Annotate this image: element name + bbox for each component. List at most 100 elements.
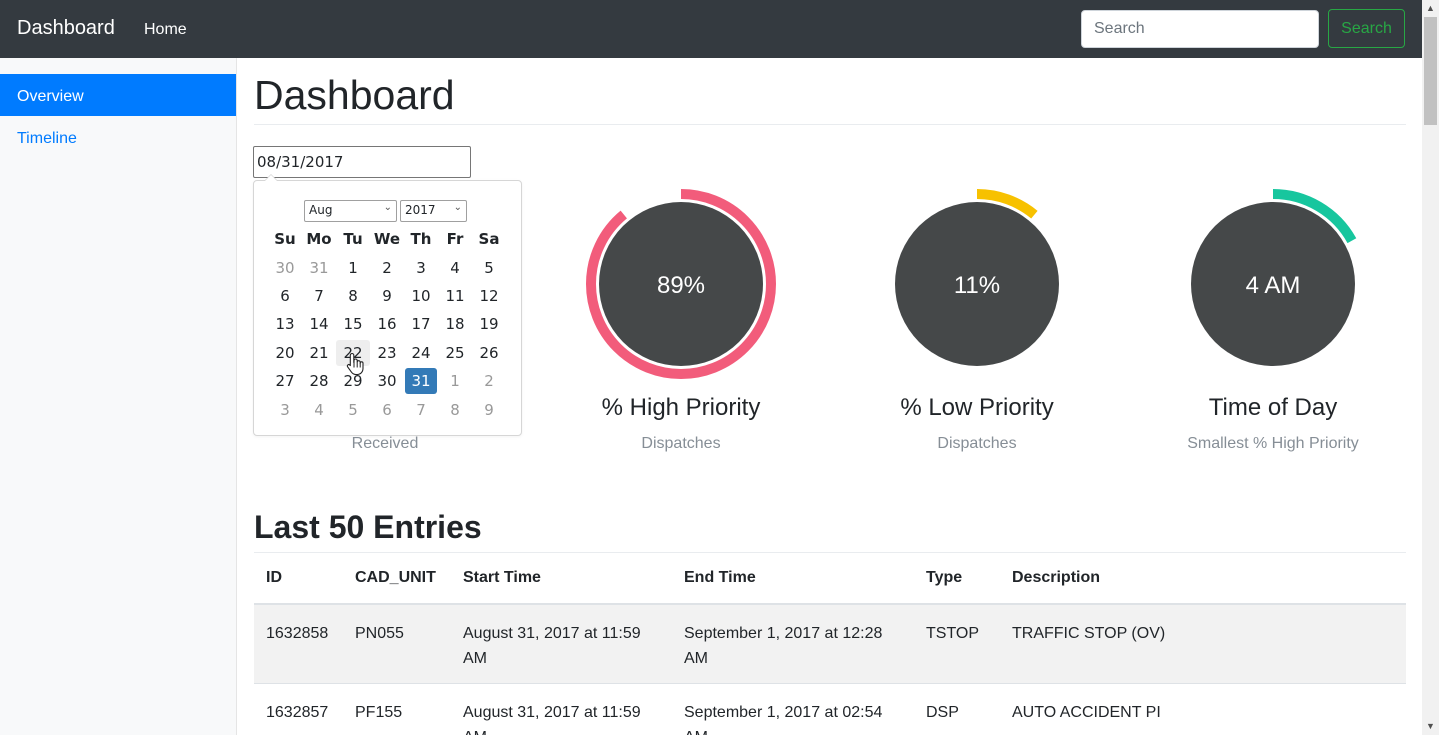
sidebar-item-overview[interactable]: Overview: [0, 74, 236, 116]
calendar-day[interactable]: 5: [348, 400, 358, 419]
calendar-day[interactable]: 11: [445, 286, 465, 305]
cell-cad-unit: PN055: [343, 603, 451, 684]
column-header-type: Type: [914, 553, 1000, 605]
cell-description: AUTO ACCIDENT PI: [1000, 683, 1406, 735]
calendar-day[interactable]: 7: [314, 286, 324, 305]
calendar-day[interactable]: 28: [309, 372, 329, 391]
calendar-popup: Aug ⌄ 2017 ⌄ Su Mo Tu We Th Fr Sa 30 31 1 2 3 4 5 6 7 8 9…: [253, 174, 522, 436]
calendar-week-row: 20 21 22 23 24 25 26: [268, 339, 508, 367]
cell-type: DSP: [914, 683, 1000, 735]
calendar-day[interactable]: 16: [377, 315, 397, 334]
calendar-day[interactable]: 23: [377, 343, 397, 362]
weekday-label: Fr: [446, 230, 464, 249]
calendar-day[interactable]: 21: [309, 343, 329, 362]
title-divider: [254, 124, 1406, 125]
chevron-down-icon: ⌄: [453, 202, 462, 213]
calendar-day[interactable]: 25: [445, 343, 465, 362]
calendar-day[interactable]: 4: [450, 258, 460, 277]
entries-divider: [254, 552, 1406, 553]
cell-type: TSTOP: [914, 603, 1000, 684]
calendar-day[interactable]: 5: [484, 258, 494, 277]
calendar-day[interactable]: 27: [275, 372, 295, 391]
entries-table: ID CAD_UNIT Start Time End Time Type Des…: [254, 553, 1406, 735]
stat-donut-1: 89%: [581, 184, 781, 384]
weekday-label: Mo: [306, 230, 332, 249]
donut-center: [1191, 202, 1355, 366]
donut-arc: [882, 189, 1072, 379]
calendar-day[interactable]: 30: [275, 258, 295, 277]
calendar-day[interactable]: 3: [280, 400, 290, 419]
calendar-week-row: 3 4 5 6 7 8 9: [268, 395, 508, 423]
weekday-label: Su: [274, 230, 296, 249]
calendar-day[interactable]: 6: [280, 286, 290, 305]
sidebar-item-timeline[interactable]: Timeline: [17, 130, 77, 147]
calendar-day[interactable]: 7: [416, 400, 426, 419]
calendar-day[interactable]: 6: [382, 400, 392, 419]
calendar-day[interactable]: 1: [348, 258, 358, 277]
calendar-week-row: 27 28 29 30 31 1 2: [268, 367, 508, 395]
cell-cad-unit: PF155: [343, 683, 451, 735]
donut-value: 89%: [657, 272, 705, 299]
calendar-day[interactable]: 30: [377, 372, 397, 391]
calendar-day[interactable]: 8: [450, 400, 460, 419]
cell-start-time: August 31, 2017 at 11:59 AM: [451, 603, 672, 684]
weekday-label: Tu: [343, 230, 363, 249]
calendar-day[interactable]: 24: [411, 343, 431, 362]
calendar-day[interactable]: 9: [484, 400, 494, 419]
stat-title: Time of Day: [1208, 394, 1338, 421]
date-input[interactable]: [253, 146, 471, 178]
calendar-day[interactable]: 4: [314, 400, 324, 419]
calendar-week-row: 13 14 15 16 17 18 19: [268, 310, 508, 338]
calendar-day[interactable]: 8: [348, 286, 358, 305]
calendar-day[interactable]: 15: [343, 315, 363, 334]
calendar-day[interactable]: 3: [416, 258, 426, 277]
stat-title: % High Priority: [601, 394, 761, 421]
calendar-day[interactable]: 9: [382, 286, 392, 305]
calendar-day[interactable]: 14: [309, 315, 329, 334]
donut-value: 4 AM: [1246, 272, 1301, 299]
table-row: 1632858 PN055 August 31, 2017 at 11:59 A…: [254, 603, 1406, 684]
donut-center: [895, 202, 1059, 366]
stat-subtitle: Dispatches: [937, 435, 1017, 452]
entries-heading: Last 50 Entries: [254, 509, 482, 545]
donut-value: 11%: [954, 272, 1000, 299]
calendar-day[interactable]: 13: [275, 315, 295, 334]
scrollbar-thumb[interactable]: [1424, 17, 1437, 125]
month-select-value: Aug: [309, 203, 333, 217]
calendar-day[interactable]: 20: [275, 343, 295, 362]
year-select[interactable]: 2017 ⌄: [400, 200, 467, 222]
month-select[interactable]: Aug ⌄: [304, 200, 397, 222]
stat-donut-3: 4 AM: [1173, 184, 1373, 384]
column-header-description: Description: [1000, 553, 1406, 605]
page-scrollbar[interactable]: ▲ ▼: [1422, 0, 1439, 735]
stat-subtitle: Smallest % High Priority: [1187, 435, 1359, 452]
calendar-day[interactable]: 31: [309, 258, 329, 277]
page-title: Dashboard: [254, 72, 455, 118]
cell-end-time: September 1, 2017 at 12:28 AM: [672, 603, 914, 684]
calendar-week-row: 6 7 8 9 10 11 12: [268, 282, 508, 310]
calendar-day[interactable]: 17: [411, 315, 431, 334]
scroll-up-arrow-icon[interactable]: ▲: [1426, 3, 1435, 13]
column-header-end-time: End Time: [672, 553, 914, 605]
calendar-day[interactable]: 31: [405, 368, 437, 395]
calendar-day[interactable]: 2: [484, 372, 494, 391]
calendar-day[interactable]: 29: [343, 372, 363, 391]
table-row: 1632857 PF155 August 31, 2017 at 11:59 A…: [254, 683, 1406, 735]
nav-link-home[interactable]: Home: [144, 21, 187, 38]
calendar-day[interactable]: 10: [411, 286, 431, 305]
calendar-day[interactable]: 26: [479, 343, 499, 362]
navbar-brand[interactable]: Dashboard: [17, 17, 115, 39]
search-button[interactable]: Search: [1328, 9, 1405, 48]
calendar-day[interactable]: 18: [445, 315, 465, 334]
cell-id: 1632858: [254, 603, 343, 684]
calendar-day[interactable]: 1: [450, 372, 460, 391]
weekday-label: Th: [410, 230, 432, 249]
cell-description: TRAFFIC STOP (OV): [1000, 603, 1406, 684]
scroll-down-arrow-icon[interactable]: ▼: [1426, 721, 1435, 731]
calendar-day[interactable]: 2: [382, 258, 392, 277]
year-select-value: 2017: [405, 203, 436, 217]
search-input[interactable]: [1081, 10, 1319, 48]
donut-center: [599, 202, 763, 366]
calendar-day[interactable]: 12: [479, 286, 499, 305]
calendar-day[interactable]: 19: [479, 315, 499, 334]
